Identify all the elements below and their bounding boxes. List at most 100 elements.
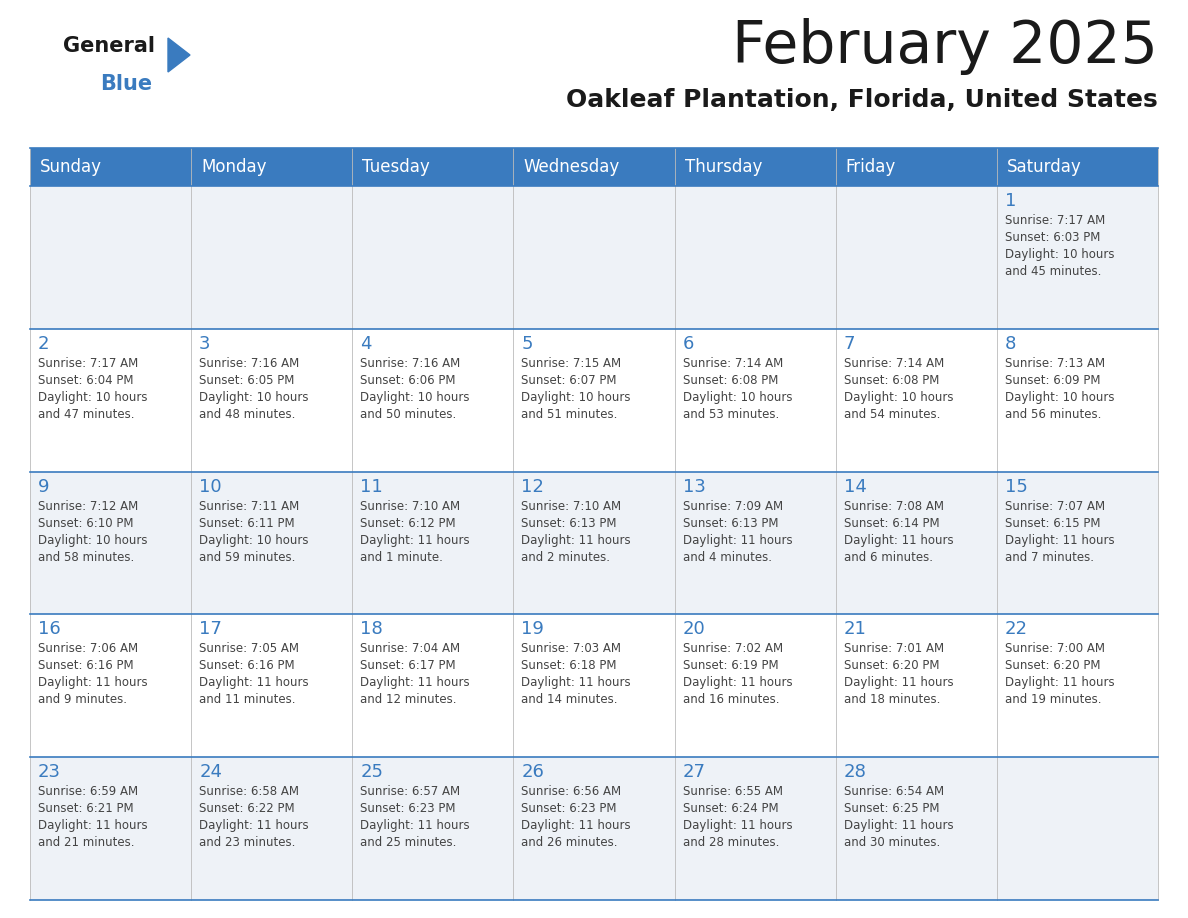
Text: Oakleaf Plantation, Florida, United States: Oakleaf Plantation, Florida, United Stat… [567, 88, 1158, 112]
Bar [997, 472, 1158, 614]
Text: Sunrise: 7:01 AM: Sunrise: 7:01 AM [843, 643, 943, 655]
Text: 23: 23 [38, 763, 61, 781]
Text: 5: 5 [522, 335, 533, 353]
Text: Sunrise: 7:08 AM: Sunrise: 7:08 AM [843, 499, 943, 512]
Text: Sunrise: 7:05 AM: Sunrise: 7:05 AM [200, 643, 299, 655]
Text: and 50 minutes.: and 50 minutes. [360, 408, 456, 420]
Text: Daylight: 11 hours: Daylight: 11 hours [1005, 533, 1114, 546]
Text: 1: 1 [1005, 192, 1016, 210]
Text: Sunset: 6:24 PM: Sunset: 6:24 PM [683, 802, 778, 815]
Text: Sunrise: 6:55 AM: Sunrise: 6:55 AM [683, 785, 783, 798]
Text: Sunset: 6:14 PM: Sunset: 6:14 PM [843, 517, 940, 530]
Text: Daylight: 10 hours: Daylight: 10 hours [522, 391, 631, 404]
Text: and 18 minutes.: and 18 minutes. [843, 693, 940, 706]
Bar [513, 148, 675, 186]
Text: and 11 minutes.: and 11 minutes. [200, 693, 296, 706]
Bar [675, 329, 835, 472]
Text: Saturday: Saturday [1007, 158, 1081, 176]
Bar [835, 757, 997, 900]
Bar [353, 472, 513, 614]
Text: Sunset: 6:08 PM: Sunset: 6:08 PM [843, 374, 939, 386]
Text: Sunset: 6:03 PM: Sunset: 6:03 PM [1005, 231, 1100, 244]
Bar [835, 148, 997, 186]
Bar [191, 472, 353, 614]
Text: and 16 minutes.: and 16 minutes. [683, 693, 779, 706]
Text: Sunrise: 7:12 AM: Sunrise: 7:12 AM [38, 499, 138, 512]
Text: 28: 28 [843, 763, 866, 781]
Text: Sunset: 6:10 PM: Sunset: 6:10 PM [38, 517, 133, 530]
Text: and 1 minute.: and 1 minute. [360, 551, 443, 564]
Text: Sunset: 6:04 PM: Sunset: 6:04 PM [38, 374, 133, 386]
Text: 11: 11 [360, 477, 383, 496]
Text: and 54 minutes.: and 54 minutes. [843, 408, 940, 420]
Bar [835, 614, 997, 757]
Bar [30, 329, 191, 472]
Text: Sunset: 6:23 PM: Sunset: 6:23 PM [522, 802, 617, 815]
Text: and 25 minutes.: and 25 minutes. [360, 836, 456, 849]
Text: Daylight: 11 hours: Daylight: 11 hours [200, 677, 309, 689]
Text: February 2025: February 2025 [732, 18, 1158, 75]
Bar [191, 614, 353, 757]
Bar [997, 757, 1158, 900]
Text: 13: 13 [683, 477, 706, 496]
Bar [30, 186, 191, 329]
Text: Sunrise: 7:09 AM: Sunrise: 7:09 AM [683, 499, 783, 512]
Text: Daylight: 11 hours: Daylight: 11 hours [522, 819, 631, 833]
Text: and 58 minutes.: and 58 minutes. [38, 551, 134, 564]
Bar [513, 186, 675, 329]
Text: 10: 10 [200, 477, 222, 496]
Text: Sunrise: 6:58 AM: Sunrise: 6:58 AM [200, 785, 299, 798]
Text: Sunrise: 7:10 AM: Sunrise: 7:10 AM [360, 499, 461, 512]
Text: and 19 minutes.: and 19 minutes. [1005, 693, 1101, 706]
Bar [835, 186, 997, 329]
Text: Sunrise: 7:17 AM: Sunrise: 7:17 AM [1005, 214, 1105, 227]
Bar [997, 329, 1158, 472]
Text: Daylight: 10 hours: Daylight: 10 hours [683, 391, 792, 404]
Bar [835, 472, 997, 614]
Text: Daylight: 10 hours: Daylight: 10 hours [38, 533, 147, 546]
Text: and 30 minutes.: and 30 minutes. [843, 836, 940, 849]
Text: Wednesday: Wednesday [524, 158, 620, 176]
Text: 18: 18 [360, 621, 383, 638]
Text: Sunset: 6:16 PM: Sunset: 6:16 PM [200, 659, 295, 672]
Text: Daylight: 11 hours: Daylight: 11 hours [683, 677, 792, 689]
Text: Daylight: 10 hours: Daylight: 10 hours [360, 391, 469, 404]
Text: and 26 minutes.: and 26 minutes. [522, 836, 618, 849]
Text: and 2 minutes.: and 2 minutes. [522, 551, 611, 564]
Text: Daylight: 11 hours: Daylight: 11 hours [38, 819, 147, 833]
Bar [675, 757, 835, 900]
Text: Sunset: 6:13 PM: Sunset: 6:13 PM [683, 517, 778, 530]
Text: 26: 26 [522, 763, 544, 781]
Text: Sunset: 6:13 PM: Sunset: 6:13 PM [522, 517, 617, 530]
Bar [353, 148, 513, 186]
Text: Sunrise: 7:10 AM: Sunrise: 7:10 AM [522, 499, 621, 512]
Bar [513, 472, 675, 614]
Text: Sunrise: 7:06 AM: Sunrise: 7:06 AM [38, 643, 138, 655]
Text: and 56 minutes.: and 56 minutes. [1005, 408, 1101, 420]
Bar [30, 614, 191, 757]
Text: and 53 minutes.: and 53 minutes. [683, 408, 779, 420]
Text: Sunrise: 7:07 AM: Sunrise: 7:07 AM [1005, 499, 1105, 512]
Text: Sunrise: 7:14 AM: Sunrise: 7:14 AM [843, 357, 944, 370]
Text: Daylight: 10 hours: Daylight: 10 hours [200, 533, 309, 546]
Bar [997, 614, 1158, 757]
Bar [30, 757, 191, 900]
Text: and 47 minutes.: and 47 minutes. [38, 408, 134, 420]
Text: 25: 25 [360, 763, 384, 781]
Text: Thursday: Thursday [684, 158, 762, 176]
Text: and 12 minutes.: and 12 minutes. [360, 693, 456, 706]
Bar [997, 148, 1158, 186]
Text: 27: 27 [683, 763, 706, 781]
Text: 17: 17 [200, 621, 222, 638]
Text: and 51 minutes.: and 51 minutes. [522, 408, 618, 420]
Text: Daylight: 11 hours: Daylight: 11 hours [360, 819, 470, 833]
Bar [513, 614, 675, 757]
Text: 3: 3 [200, 335, 210, 353]
Text: Sunrise: 7:11 AM: Sunrise: 7:11 AM [200, 499, 299, 512]
Text: and 14 minutes.: and 14 minutes. [522, 693, 618, 706]
Text: 6: 6 [683, 335, 694, 353]
Text: Sunset: 6:11 PM: Sunset: 6:11 PM [200, 517, 295, 530]
Bar [675, 148, 835, 186]
Text: Daylight: 11 hours: Daylight: 11 hours [683, 819, 792, 833]
Text: and 48 minutes.: and 48 minutes. [200, 408, 296, 420]
